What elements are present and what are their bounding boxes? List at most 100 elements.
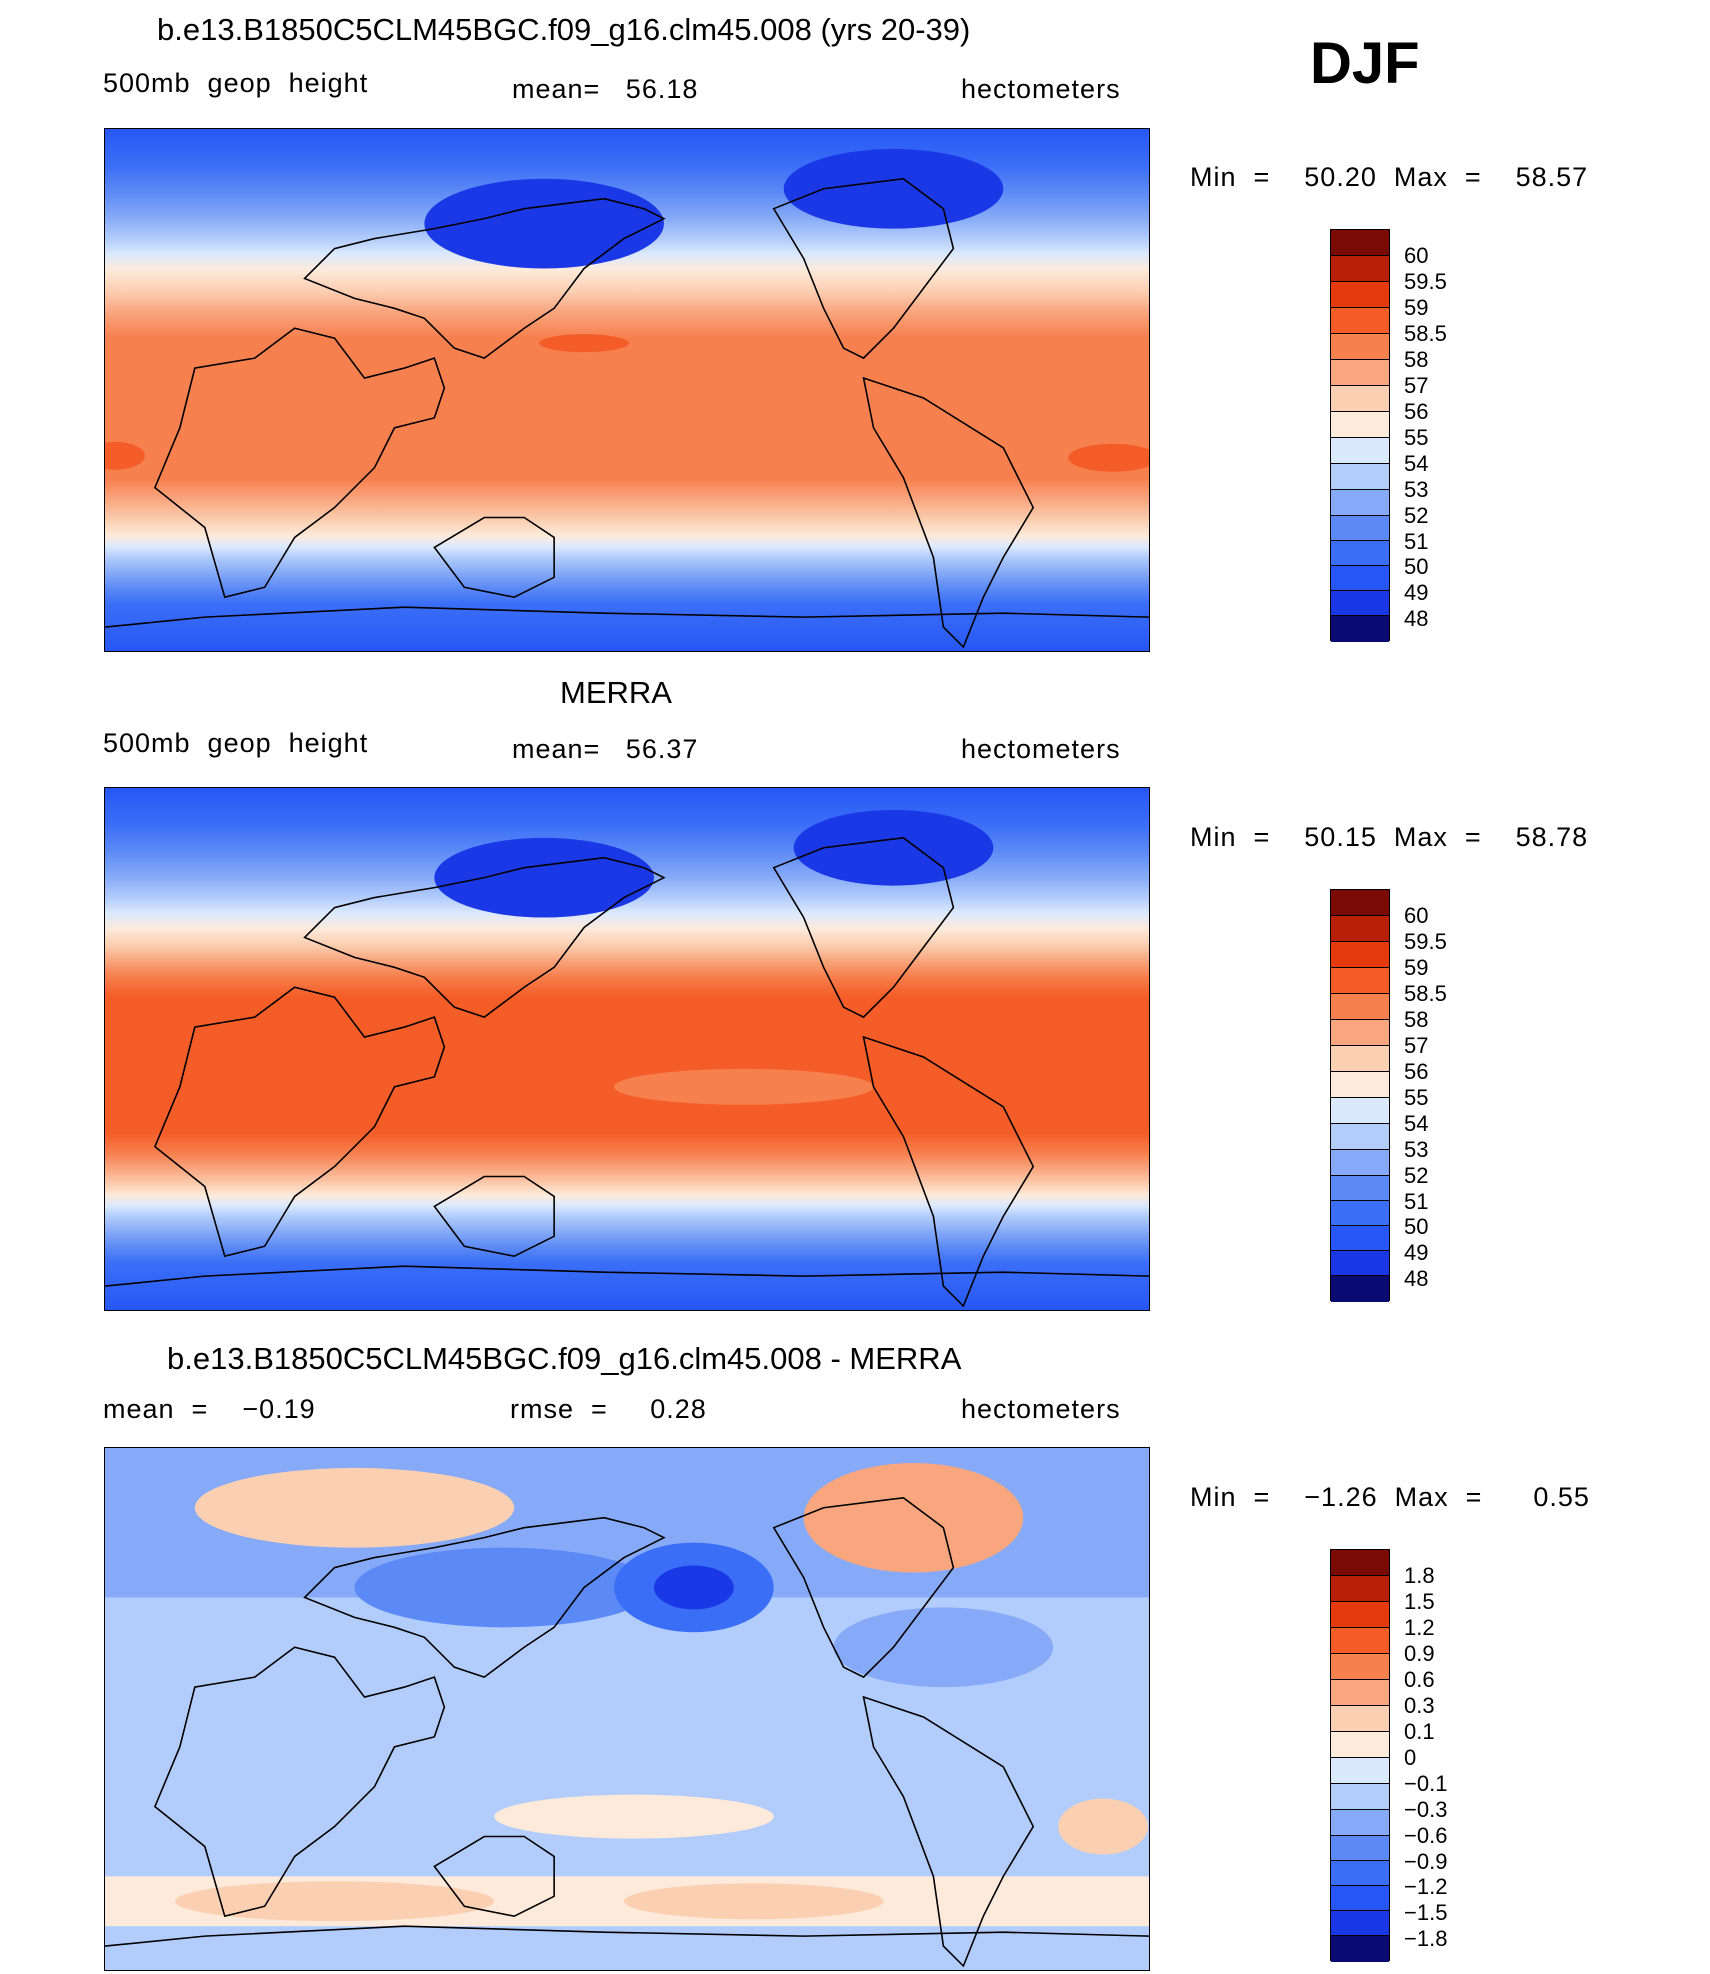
- panel2-map: [104, 787, 1150, 1311]
- panel1-tick: 59.5: [1404, 269, 1447, 294]
- colorbar-box: [1331, 230, 1389, 256]
- panel3-units-label: hectometers: [961, 1394, 1121, 1424]
- panel3-tick: −0.1: [1404, 1771, 1448, 1796]
- colorbar-box: [1331, 1654, 1389, 1680]
- colorbar-box: [1331, 1602, 1389, 1628]
- panel1-low-namerica: [783, 148, 1004, 229]
- panel3-tick: −1.8: [1404, 1926, 1448, 1951]
- panel3-neg-namerica: [833, 1607, 1054, 1688]
- panel1-tick: 50: [1404, 554, 1429, 579]
- colorbar-box: [1331, 942, 1389, 968]
- colorbar-box: [1331, 1046, 1389, 1072]
- panel1-tick: 56: [1404, 399, 1429, 424]
- season-label: DJF: [1310, 31, 1420, 96]
- panel1-tick: 55: [1404, 425, 1429, 450]
- panel3-title: b.e13.B1850C5CLM45BGC.f09_g16.clm45.008 …: [167, 1341, 962, 1376]
- panel2-mean-label: mean= 56.37: [512, 734, 699, 764]
- colorbar-box: [1331, 1732, 1389, 1758]
- colorbar-box: [1331, 516, 1389, 541]
- panel3-pos-south-pac2: [624, 1883, 884, 1920]
- panel1-coastlines: [105, 177, 1149, 649]
- colorbar-box: [1331, 1098, 1389, 1124]
- panel1-tick: 54: [1404, 451, 1429, 476]
- panel3-tick: −0.6: [1404, 1823, 1448, 1848]
- panel2-tick: 60: [1404, 903, 1429, 928]
- panel2-colorbar: [1330, 889, 1390, 1302]
- panel3-tick: −0.3: [1404, 1797, 1448, 1822]
- colorbar-box: [1331, 464, 1389, 490]
- panel1-colorbar: [1330, 229, 1390, 642]
- panel1-tick: 57: [1404, 373, 1429, 398]
- panel1-high-pacific: [539, 334, 629, 353]
- colorbar-box: [1331, 308, 1389, 334]
- panel1-tick: 48: [1404, 606, 1429, 631]
- colorbar-box: [1331, 616, 1389, 642]
- panel2-tick: 50: [1404, 1214, 1429, 1239]
- panel1-tick: 51: [1404, 529, 1429, 554]
- panel1-high-west: [105, 441, 145, 470]
- colorbar-box: [1331, 334, 1389, 360]
- colorbar-box: [1331, 566, 1389, 591]
- panel3-rmse-label: rmse = 0.28: [510, 1394, 707, 1424]
- colorbar-box: [1331, 1072, 1389, 1098]
- panel3-tick: 0.6: [1404, 1667, 1435, 1692]
- panel3-coastlines: [105, 1496, 1149, 1968]
- panel2-tick: 57: [1404, 1033, 1429, 1058]
- panel3-pos-south-atlantic: [1058, 1798, 1149, 1855]
- colorbar-box: [1331, 1810, 1389, 1836]
- panel1-tick: 58: [1404, 347, 1429, 372]
- colorbar-box: [1331, 412, 1389, 438]
- colorbar-box: [1331, 1150, 1389, 1176]
- panel1-units-label: hectometers: [961, 74, 1121, 104]
- colorbar-box: [1331, 968, 1389, 994]
- colorbar-box: [1331, 490, 1389, 516]
- panel1-title: b.e13.B1850C5CLM45BGC.f09_g16.clm45.008 …: [157, 12, 971, 47]
- colorbar-box: [1331, 1861, 1389, 1886]
- colorbar-box: [1331, 256, 1389, 282]
- panel2-units-label: hectometers: [961, 734, 1121, 764]
- panel2-tick: 59.5: [1404, 929, 1447, 954]
- panel3-mean-label: mean = −0.19: [103, 1394, 316, 1424]
- panel1-variable-label: 500mb geop height: [103, 68, 369, 98]
- colorbar-box: [1331, 1936, 1389, 1962]
- colorbar-box: [1331, 591, 1389, 616]
- panel3-pos-canada: [803, 1462, 1024, 1573]
- panel3-minmax: Min = −1.26 Max = 0.55: [1190, 1482, 1590, 1512]
- panel3-tick: 0.3: [1404, 1693, 1435, 1718]
- panel3-pos-eurasia: [194, 1467, 515, 1548]
- panel1-tick: 59: [1404, 295, 1429, 320]
- panel1-tick: 52: [1404, 503, 1429, 528]
- panel2-tick: 48: [1404, 1266, 1429, 1291]
- panel2-tick: 59: [1404, 955, 1429, 980]
- panel1-tick: 49: [1404, 580, 1429, 605]
- panel2-minmax: Min = 50.15 Max = 58.78: [1190, 822, 1589, 852]
- colorbar-box: [1331, 1226, 1389, 1251]
- panel2-coastlines: [105, 836, 1149, 1308]
- colorbar-box: [1331, 1784, 1389, 1810]
- panel2-tick: 53: [1404, 1137, 1429, 1162]
- panel3-tick: 1.8: [1404, 1563, 1435, 1588]
- colorbar-box: [1331, 1276, 1389, 1302]
- colorbar-box: [1331, 386, 1389, 412]
- colorbar-box: [1331, 1124, 1389, 1150]
- panel2-tick: 58: [1404, 1007, 1429, 1032]
- colorbar-box: [1331, 1201, 1389, 1226]
- panel3-neg-asia: [354, 1547, 654, 1628]
- colorbar-box: [1331, 1628, 1389, 1654]
- panel3-tick: 0: [1404, 1745, 1417, 1770]
- colorbar-box: [1331, 1550, 1389, 1576]
- panel2-variable-label: 500mb geop height: [103, 728, 369, 758]
- colorbar-box: [1331, 541, 1389, 566]
- panel3-map: [104, 1447, 1150, 1971]
- panel1-low-asia: [424, 178, 664, 269]
- colorbar-box: [1331, 1176, 1389, 1201]
- panel1-tick: 58.5: [1404, 321, 1447, 346]
- colorbar-box: [1331, 1020, 1389, 1046]
- panel3-neg-pacific-core: [653, 1565, 734, 1610]
- colorbar-box: [1331, 1706, 1389, 1732]
- panel3-pos-south-indian: [174, 1881, 495, 1922]
- colorbar-box: [1331, 1758, 1389, 1784]
- panel1-minmax: Min = 50.20 Max = 58.57: [1190, 162, 1589, 192]
- panel2-tick: 56: [1404, 1059, 1429, 1084]
- panel3-tick: 0.1: [1404, 1719, 1435, 1744]
